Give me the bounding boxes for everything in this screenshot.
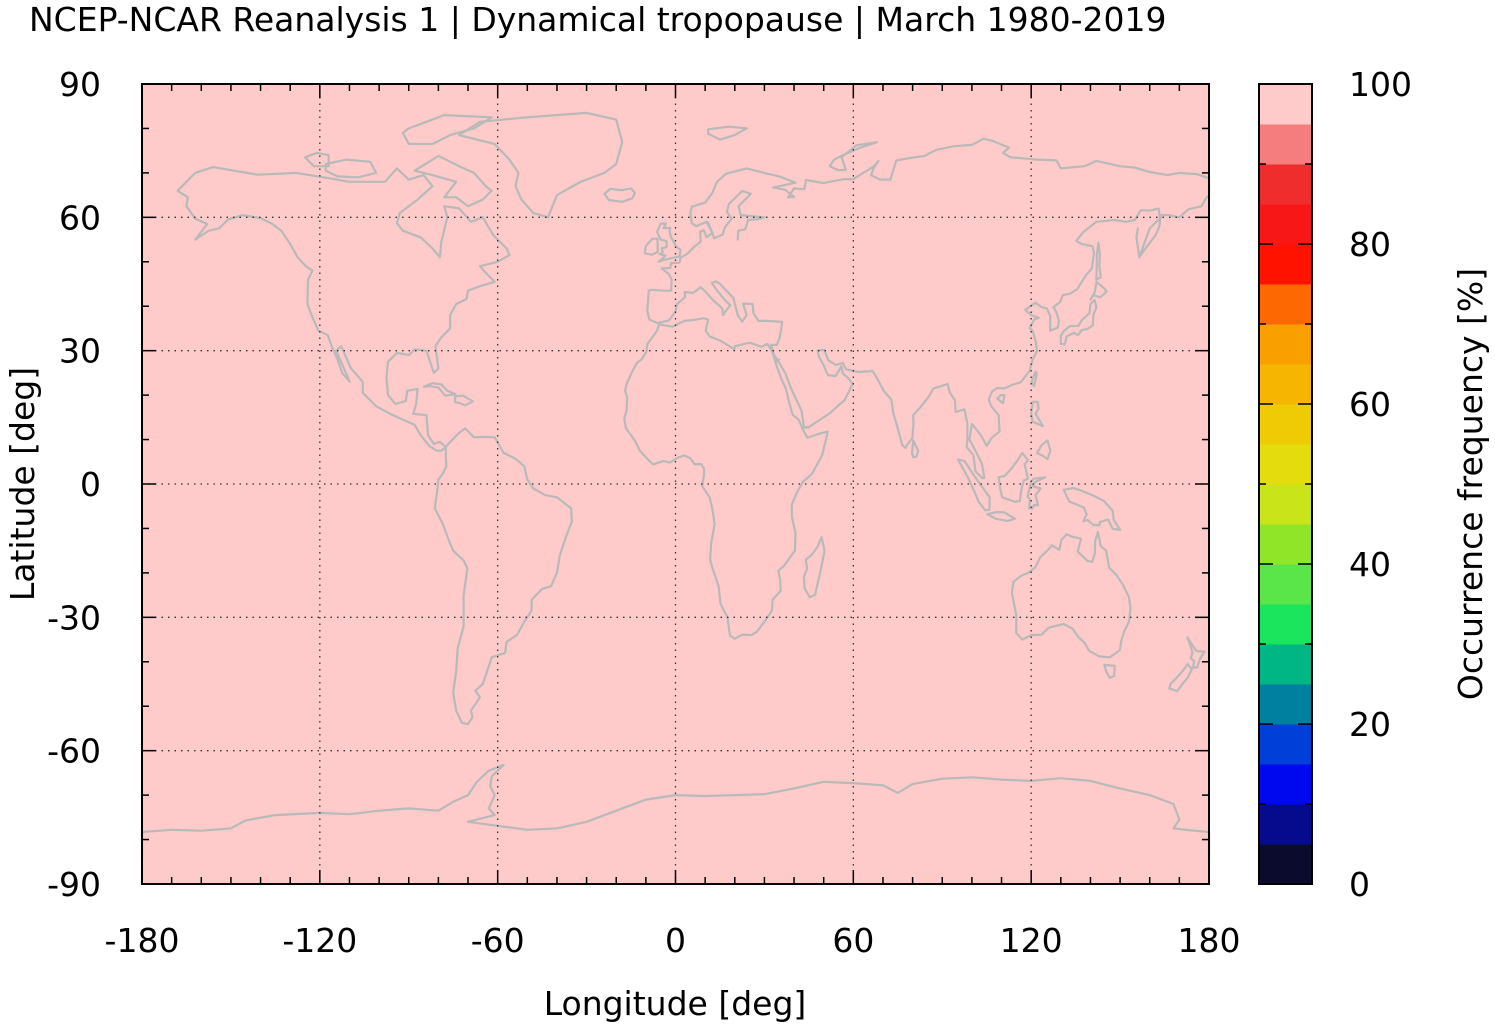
coastline-victoria xyxy=(324,158,378,179)
colorbar-segment xyxy=(1259,724,1312,765)
colorbar-segment xyxy=(1259,404,1312,445)
x-tick-label: 0 xyxy=(665,921,686,960)
y-axis-label: Latitude [deg] xyxy=(3,367,42,601)
y-tick-label: 30 xyxy=(59,332,101,371)
colorbar-segment xyxy=(1259,484,1312,525)
coastline-sri-lanka xyxy=(910,439,920,459)
coastline-japan xyxy=(1059,298,1098,346)
colorbar-segment xyxy=(1259,164,1312,205)
coastline-scandinavia-east xyxy=(707,190,766,241)
colorbar-segment xyxy=(1259,364,1312,405)
coastline-south-america xyxy=(433,427,573,726)
x-tick-label: -180 xyxy=(105,921,180,960)
coastline-java xyxy=(986,510,1016,522)
coastline-sakhalin xyxy=(1095,241,1102,281)
colorbar-segment xyxy=(1259,124,1312,165)
y-tick-labels: 90 60 30 0 -30 -60 -90 xyxy=(47,65,101,904)
coastline-taiwan xyxy=(1030,370,1038,388)
colorbar-tick-label: 20 xyxy=(1349,705,1391,744)
colorbar-segment xyxy=(1259,204,1312,245)
colorbar-tick-labels: 0 20 40 60 80 100 xyxy=(1349,65,1412,904)
colorbar-label: Occurrence frequency [%] xyxy=(1451,268,1490,700)
y-tick-label: -60 xyxy=(47,732,101,771)
y-tick-label: -90 xyxy=(47,865,101,904)
y-tick-label: 90 xyxy=(59,65,101,104)
colorbar-tick-label: 80 xyxy=(1349,225,1391,264)
colorbar-tick-label: 0 xyxy=(1349,865,1370,904)
x-tick-label: -120 xyxy=(282,921,357,960)
x-axis-label: Longitude [deg] xyxy=(544,984,807,1023)
coastline-borneo xyxy=(997,451,1030,503)
coastline-baffin xyxy=(413,154,493,208)
colorbar-segment xyxy=(1259,284,1312,325)
coastline-ellesmere xyxy=(401,114,493,146)
coastline-hainan xyxy=(996,394,1006,405)
y-tick-label: 60 xyxy=(59,198,101,237)
colorbar-segment xyxy=(1259,564,1312,605)
coastline-australia xyxy=(1010,530,1132,659)
colorbar-ticks xyxy=(1259,83,1312,885)
anomaly-cell xyxy=(921,838,958,851)
y-tick-label: -30 xyxy=(47,598,101,637)
x-tick-label: 120 xyxy=(1000,921,1063,960)
coastline-cuba xyxy=(422,382,457,397)
anomaly-cell xyxy=(906,844,922,851)
coastline-eurasia xyxy=(646,137,1211,480)
x-tick-label: 60 xyxy=(832,921,874,960)
colorbar xyxy=(1259,84,1312,885)
coastline-hispaniola xyxy=(453,394,474,407)
coastline-hokkaido xyxy=(1089,280,1108,301)
colorbar-segment xyxy=(1259,804,1312,845)
colorbar-segment xyxy=(1259,324,1312,365)
chart-title: NCEP-NCAR Reanalysis 1 | Dynamical tropo… xyxy=(29,0,1167,39)
coastline-philippines-mindanao xyxy=(1036,439,1052,461)
coastline-tasmania xyxy=(1103,663,1116,679)
x-tick-labels: -180 -120 -60 0 60 120 180 xyxy=(105,921,1241,960)
colorbar-segment xyxy=(1259,604,1312,645)
coastline-novaya-zemlya xyxy=(828,141,879,172)
coastline-greenland xyxy=(458,111,624,219)
coastline-ireland xyxy=(643,237,659,256)
colorbar-segment xyxy=(1259,644,1312,685)
colorbar-tick-label: 100 xyxy=(1349,65,1412,104)
colorbar-segment xyxy=(1259,84,1312,125)
colorbar-segment xyxy=(1259,684,1312,725)
coastline-iceland xyxy=(603,187,636,203)
colorbar-tick-label: 60 xyxy=(1349,385,1391,424)
colorbar-segment xyxy=(1259,844,1312,885)
coastline-madagascar xyxy=(802,536,826,599)
colorbar-tick-label: 40 xyxy=(1349,545,1391,584)
coastline-banks xyxy=(303,151,330,168)
colorbar-segment xyxy=(1259,244,1312,285)
colorbar-segment xyxy=(1259,444,1312,485)
plot-frame xyxy=(141,83,1210,885)
coastline-new-guinea xyxy=(1062,486,1122,531)
y-tick-label: 0 xyxy=(80,465,101,504)
coastline-antarctica xyxy=(140,763,1211,861)
coastline-kamchatka-tip xyxy=(1135,227,1141,259)
coastline-new-zealand-n xyxy=(1186,636,1206,669)
coastline-sumatra xyxy=(956,458,991,512)
colorbar-segment xyxy=(1259,764,1312,805)
x-tick-label: 180 xyxy=(1178,921,1241,960)
coastline-svalbard xyxy=(707,125,748,141)
colorbar-segment xyxy=(1259,524,1312,565)
coastline-africa xyxy=(623,317,829,640)
coastline-philippines-luzon xyxy=(1030,400,1045,428)
anomaly-cell xyxy=(951,831,984,839)
coastline-new-zealand-s xyxy=(1168,662,1193,693)
coastline-north-america xyxy=(176,166,511,452)
coastlines xyxy=(140,111,1211,861)
coastline-britain xyxy=(656,222,682,263)
grid-lines xyxy=(142,84,1209,884)
anomaly-cells xyxy=(906,831,990,851)
x-tick-label: -60 xyxy=(471,921,525,960)
